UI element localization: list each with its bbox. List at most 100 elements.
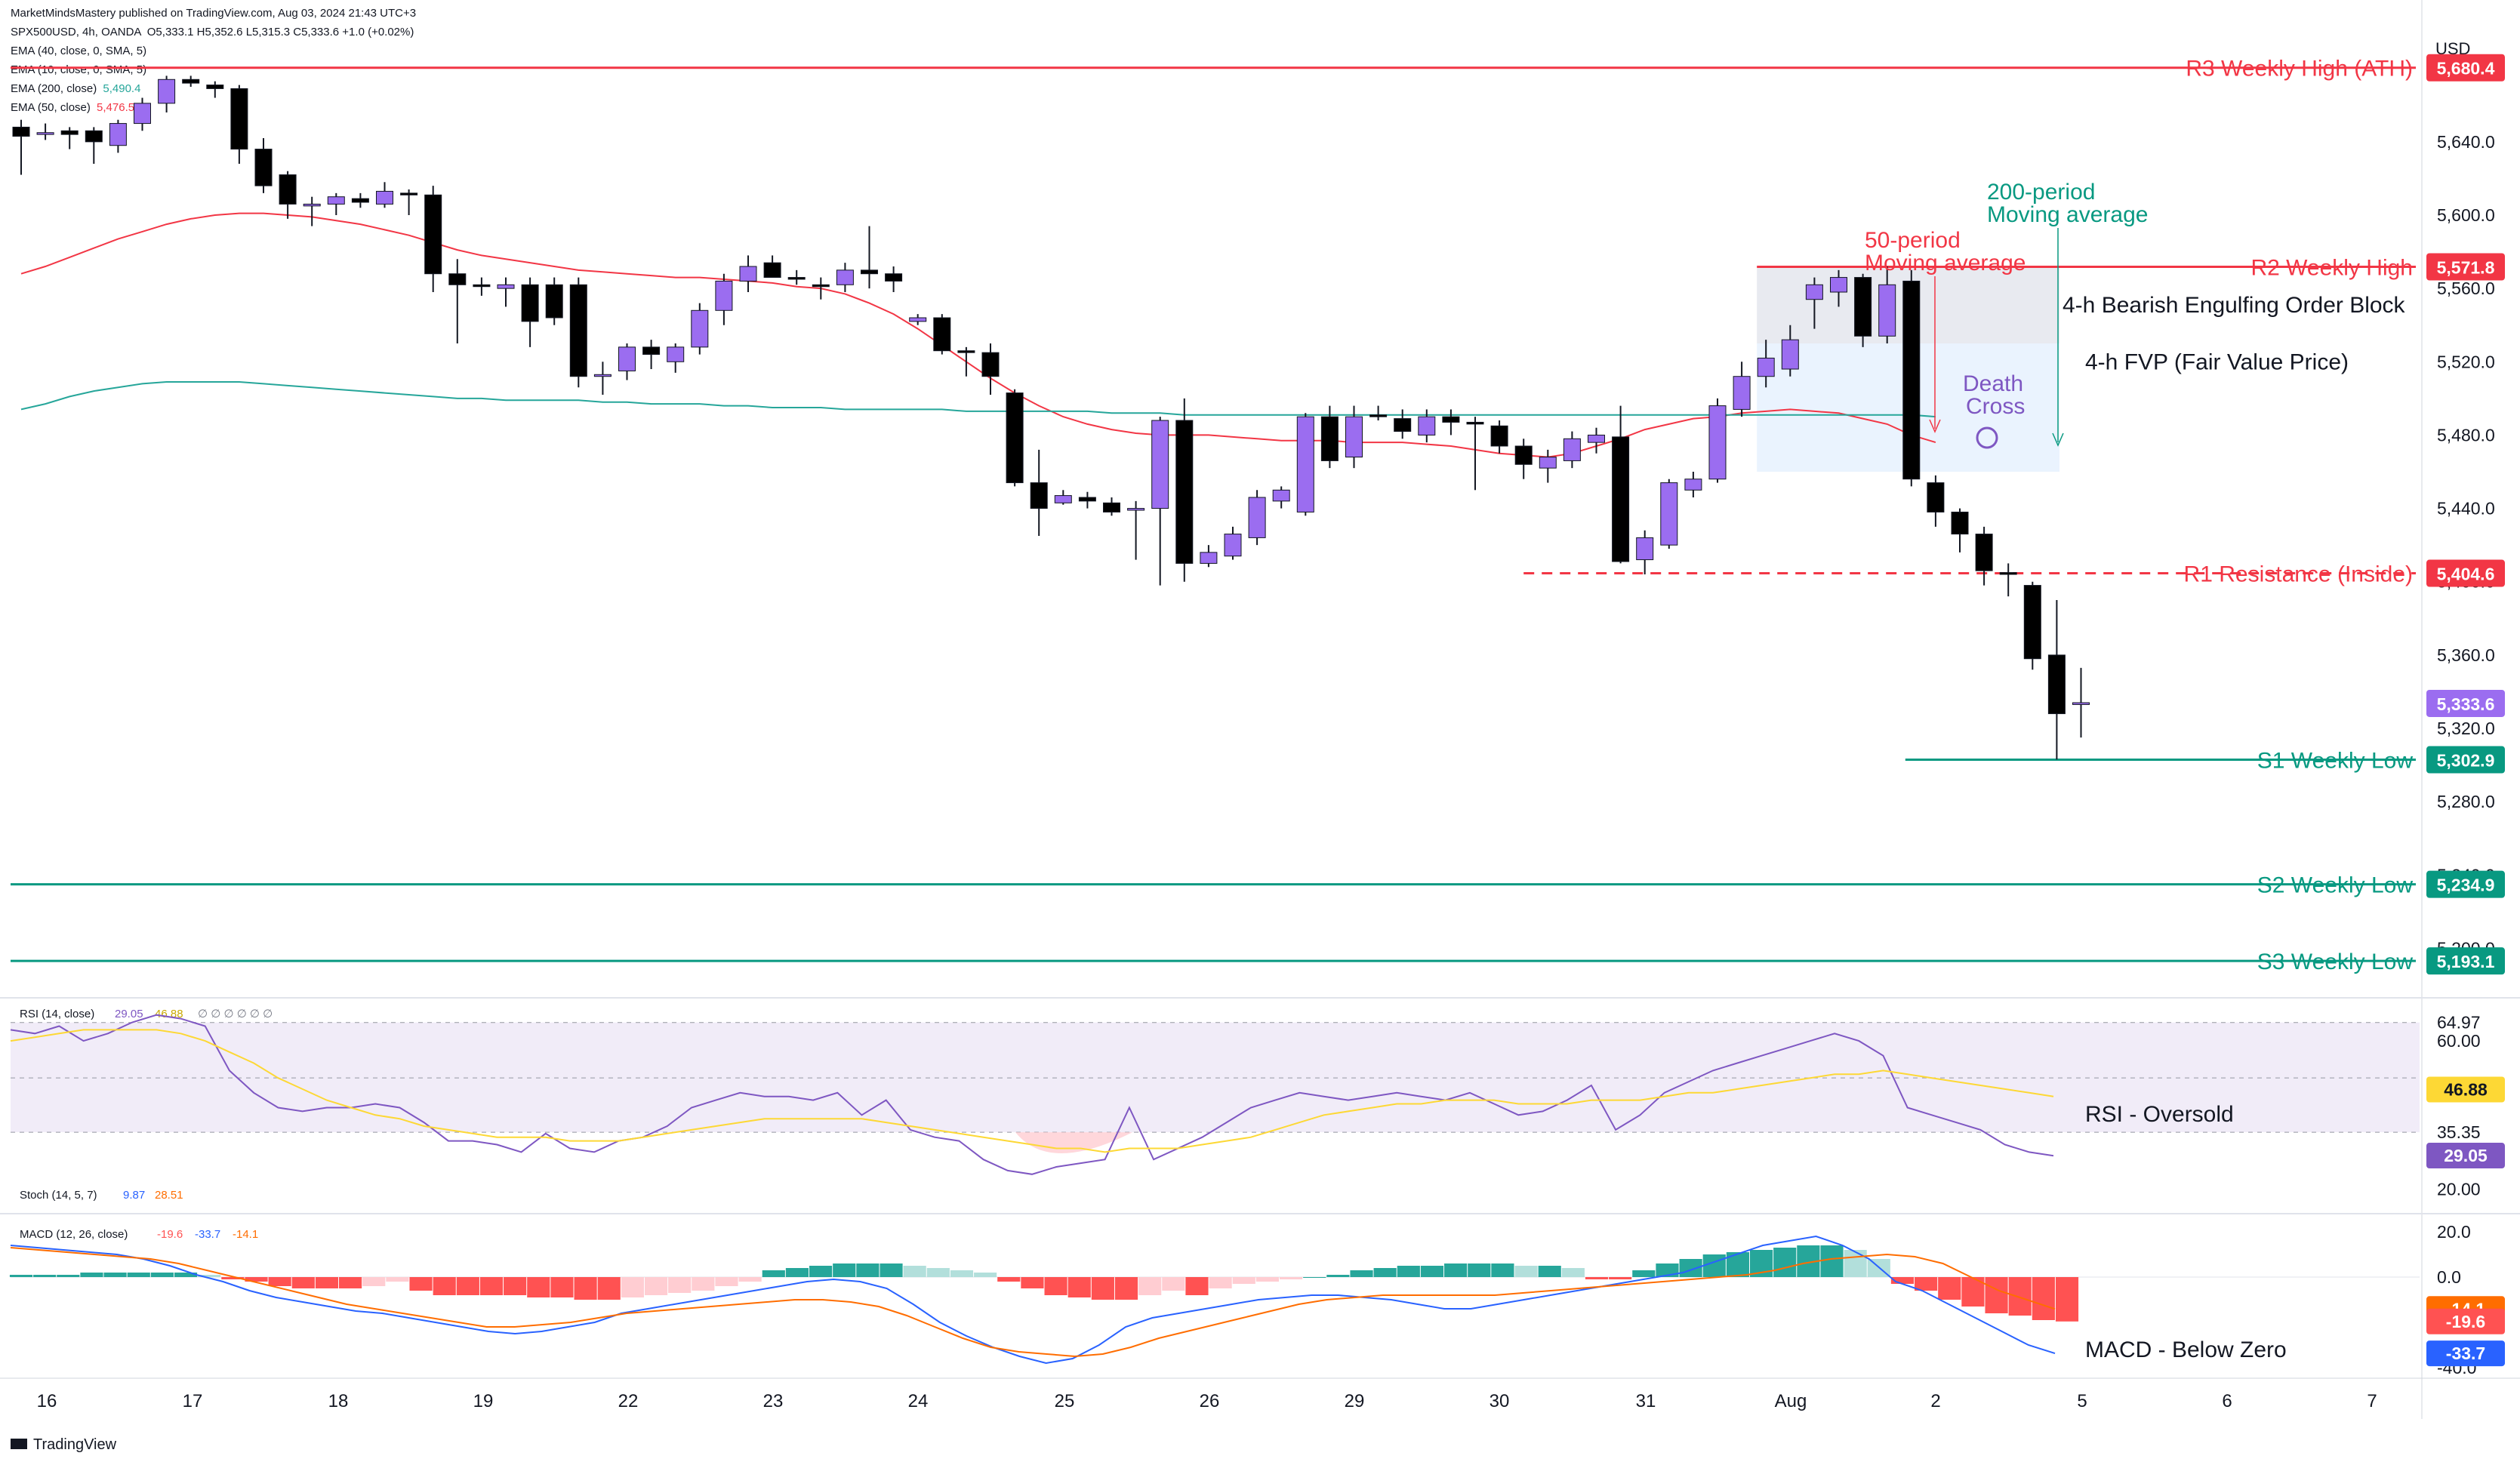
price-tick-label: 5,600.0 <box>2437 205 2495 225</box>
time-tick-label: 26 <box>1200 1391 1220 1411</box>
candle-body <box>303 203 321 207</box>
macd-histogram-bar <box>1067 1277 1091 1297</box>
price-tick-label: 5,520.0 <box>2437 352 2495 371</box>
indicator-legend-3[interactable]: EMA (50, close) 5,476.5 <box>11 101 134 114</box>
level-price-label: 5,404.6 <box>2437 565 2495 584</box>
candle-body <box>957 350 975 353</box>
candle-body <box>1757 357 1775 377</box>
candle-body <box>473 284 491 288</box>
annotation-ema50-line1: 50-period <box>1865 228 1961 253</box>
indicator-legend-2[interactable]: EMA (200, close) 5,490.4 <box>11 82 140 95</box>
level-label: R3 Weekly High (ATH) <box>2186 57 2413 82</box>
macd-title: MACD (12, 26, close) <box>20 1228 128 1241</box>
macd-histogram-bar <box>950 1270 974 1277</box>
candle-body <box>1320 416 1339 461</box>
candle-body <box>1854 277 1872 337</box>
macd-histogram-bar <box>762 1270 785 1277</box>
macd-histogram-bar <box>221 1277 245 1279</box>
symbol-line: SPX500USD, 4h, OANDA O5,333.1 H5,352.6 L… <box>11 26 414 38</box>
macd-legend-value: -33.7 <box>195 1228 220 1241</box>
candle-body <box>981 352 1000 377</box>
macd-histogram-bar <box>1279 1277 1303 1279</box>
macd-histogram-bar <box>1890 1277 1915 1284</box>
level-price-tag <box>2426 947 2505 975</box>
macd-value-label: -33.7 <box>2446 1344 2485 1363</box>
ema200-line <box>20 381 1936 418</box>
candle-body <box>109 123 127 146</box>
candle-body <box>400 192 418 195</box>
macd-histogram-bar <box>315 1277 339 1288</box>
macd-histogram-bar <box>1444 1263 1468 1277</box>
macd-histogram-bar <box>785 1268 809 1277</box>
candle-body <box>763 262 781 279</box>
macd-histogram-bar <box>1538 1266 1561 1277</box>
candle-body <box>1490 425 1508 447</box>
candle-body <box>1200 552 1218 564</box>
level-price-tag <box>2426 559 2505 587</box>
candle-body <box>1078 497 1096 502</box>
macd-histogram-bar <box>903 1266 926 1277</box>
time-tick-label: 7 <box>2367 1391 2377 1411</box>
rsi-annotation: RSI - Oversold <box>2085 1102 2234 1127</box>
macd-histogram-bar <box>1632 1270 1656 1277</box>
level-price-label: 5,571.8 <box>2437 257 2495 277</box>
macd-histogram-bar <box>1844 1250 1867 1277</box>
candle-body <box>1514 445 1533 465</box>
death-cross-marker <box>1976 426 1998 449</box>
annotation-ema50-line2: Moving average <box>1865 251 2026 275</box>
candle-body <box>351 198 369 203</box>
rsi-value-tag <box>2426 1076 2505 1103</box>
candle-body <box>1999 572 2017 575</box>
candle-body <box>1805 284 1823 300</box>
macd-histogram-bar <box>174 1273 198 1277</box>
macd-histogram-bar <box>386 1277 409 1282</box>
macd-histogram-bar <box>1021 1277 1044 1288</box>
time-tick-label: 31 <box>1636 1391 1656 1411</box>
signal-line <box>10 1247 2056 1358</box>
rsi-ma-line <box>10 1029 2054 1153</box>
candle-body <box>60 130 79 135</box>
candle-body <box>1902 280 1921 480</box>
indicator-legend-0[interactable]: EMA (40, close, 0, SMA, 5) <box>11 45 146 57</box>
macd-legend-value: -14.1 <box>233 1228 258 1241</box>
time-tick-label: 17 <box>183 1391 203 1411</box>
price-tick-label: 5,640.0 <box>2437 132 2495 152</box>
price-tick-label: 5,440.0 <box>2437 499 2495 519</box>
candle-body <box>812 284 830 288</box>
macd-histogram-bar <box>33 1275 57 1277</box>
indicator-value: 5,490.4 <box>103 82 141 95</box>
macd-value-tag <box>2426 1308 2505 1334</box>
candle-body <box>569 284 587 377</box>
macd-histogram-bar <box>1209 1277 1232 1288</box>
candle-body <box>1951 511 1969 535</box>
price-tick-label: 5,280.0 <box>2437 792 2495 811</box>
ohlc-readout: O5,333.1 H5,352.6 L5,315.3 C5,333.6 +1.0… <box>146 26 414 38</box>
rsi-legend-extra: ∅ ∅ ∅ ∅ ∅ ∅ <box>198 1008 273 1020</box>
time-tick-label: 18 <box>328 1391 349 1411</box>
macd-histogram-bar <box>1114 1277 1138 1300</box>
candle-body <box>1054 495 1072 503</box>
candle-body <box>1175 420 1194 564</box>
candle-body <box>1248 497 1266 538</box>
macd-histogram-bar <box>574 1277 597 1300</box>
candle-body <box>1296 416 1314 512</box>
candle-body <box>1539 457 1557 469</box>
macd-histogram-bar <box>1773 1248 1797 1277</box>
macd-histogram-bar <box>150 1273 174 1277</box>
candle-body <box>279 174 297 205</box>
macd-tick-label: 20.0 <box>2437 1222 2471 1242</box>
macd-histogram-bar <box>245 1277 268 1282</box>
candle-body <box>1684 479 1702 491</box>
candle-body <box>448 273 467 285</box>
last-price-tag <box>2426 689 2505 717</box>
macd-histogram-bar <box>1373 1268 1397 1277</box>
rsi-legend-value: 29.05 <box>115 1008 143 1020</box>
candle-body <box>2072 702 2090 705</box>
ema50-line <box>20 212 1936 458</box>
candle-body <box>1127 508 1145 511</box>
stoch-legend-value: 9.87 <box>123 1189 145 1202</box>
candle-body <box>1733 376 1751 410</box>
macd-histogram-bar <box>2055 1277 2079 1322</box>
annotation-arrowhead <box>1929 419 1941 433</box>
